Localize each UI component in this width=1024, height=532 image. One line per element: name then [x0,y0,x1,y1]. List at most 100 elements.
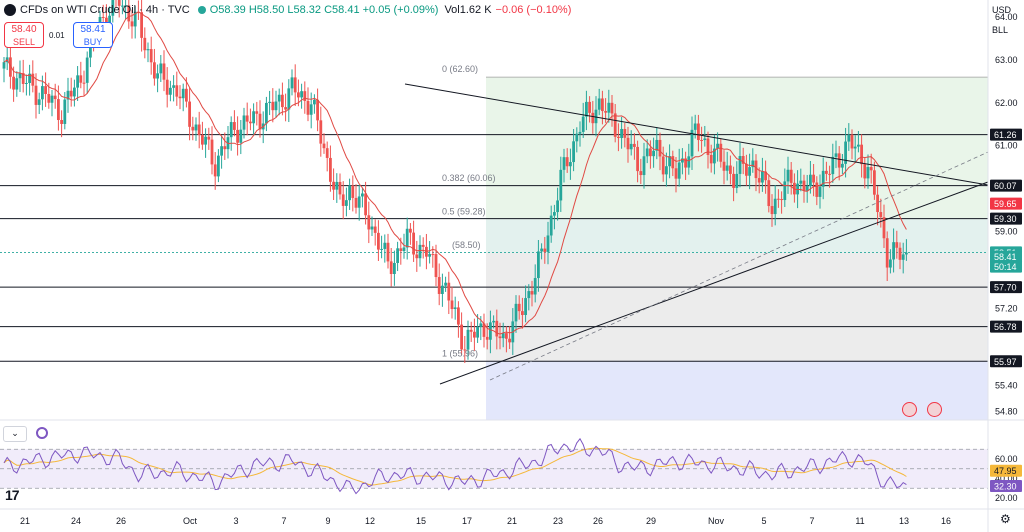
unit-selector[interactable]: BLL [992,25,1009,35]
candle-body [693,123,697,130]
price-axis-label: 62.00 [995,98,1018,108]
candle-body [450,300,454,310]
candle-body [713,148,716,164]
candle-body [281,94,284,108]
buy-button[interactable]: 58.41 BUY [73,22,113,48]
candle-body [527,291,531,299]
time-axis-label: 5 [761,516,766,526]
candle-body [473,331,476,338]
price-axis-label: 59.00 [995,226,1018,236]
candle-body [380,248,383,250]
candle-body [578,131,582,134]
candle-body [66,90,70,100]
candle-body [69,90,73,97]
candle-body [217,155,220,177]
chart-header: CFDs on WTI Crude Oil · 4h · TVC O58.39 … [0,0,571,20]
candle-body [786,169,790,182]
candle-body [252,111,255,124]
time-axis-label: 21 [20,516,30,526]
candle-body [783,181,787,201]
time-axis-label: 21 [507,516,517,526]
candle-body [543,248,547,252]
candle-body [866,167,870,179]
candle-body [540,248,543,252]
rsi-visibility-icon[interactable] [36,427,48,439]
candle-body [31,73,35,86]
candle-body [617,136,620,139]
price-level-badge-text: 58.41 [994,252,1017,262]
candle-body [524,298,527,315]
symbol-title[interactable]: CFDs on WTI Crude Oil · 4h · TVC [20,4,190,16]
candle-body [745,163,748,176]
candle-body [44,86,47,95]
candle-body [901,254,905,260]
candle-body [895,242,899,248]
fib-label: 1 (55.96) [442,349,478,359]
price-axis-label: 61.00 [995,141,1018,151]
candle-body [18,73,22,79]
candle-body [60,119,63,124]
candle-body [565,157,569,167]
candle-body [639,171,643,176]
candle-body [293,77,297,93]
price-axis-label: 63.00 [995,55,1018,65]
price-axis-label: 55.40 [995,381,1018,391]
fib-label: 0.5 (59.28) [442,206,486,216]
candle-body [585,101,588,117]
price-level-badge [990,260,1022,273]
candle-body [354,197,358,208]
candle-body [716,143,719,149]
candle-body [393,262,396,274]
candle-body [661,156,665,175]
candle-body [623,128,627,138]
candle-body [325,148,329,158]
time-axis-label: 15 [416,516,426,526]
candle-body [850,134,854,149]
candle-body [437,277,441,294]
candle-body [607,102,611,113]
candle-body [668,156,671,167]
time-axis-label: 11 [855,516,864,526]
candle-body [732,173,735,188]
candle-body [367,215,371,230]
candle-body [175,85,179,97]
candle-body [757,178,761,183]
candle-body [431,254,435,256]
candle-body [508,338,511,343]
us-flag-icon[interactable] [927,402,942,417]
candle-body [223,146,227,150]
candle-body [857,144,860,147]
candle-body [514,303,518,322]
candle-body [79,75,83,83]
candle-body [409,228,412,233]
candle-body [162,63,166,80]
candle-body [815,182,819,197]
candle-body [271,101,275,111]
sell-button[interactable]: 58.40 SELL [4,22,44,48]
candle-body [805,185,809,191]
fib-label: 0.382 (60.06) [442,173,496,183]
candle-body [821,170,825,187]
candle-body [201,135,204,145]
candle-body [841,163,844,168]
candle-body [101,16,105,18]
candle-body [418,244,422,259]
candle-body [156,73,159,79]
volume-change: −0.06 (−0.10%) [495,4,572,16]
candle-body [348,185,351,201]
candle-body [146,49,150,51]
spread-value: 0.01 [49,31,65,40]
us-flag-icon[interactable] [902,402,917,417]
candle-body [463,349,467,351]
candle-body [85,57,89,83]
candle-body [642,156,646,176]
candle-body [898,247,902,260]
gear-icon[interactable]: ⚙ [1000,512,1011,526]
candle-body [725,165,729,171]
collapse-pane-button[interactable]: ⌄ [3,426,27,442]
currency-selector[interactable]: USD [992,5,1012,15]
candle-body [441,285,444,294]
moving-average-line [3,11,907,335]
candle-body [169,87,172,95]
